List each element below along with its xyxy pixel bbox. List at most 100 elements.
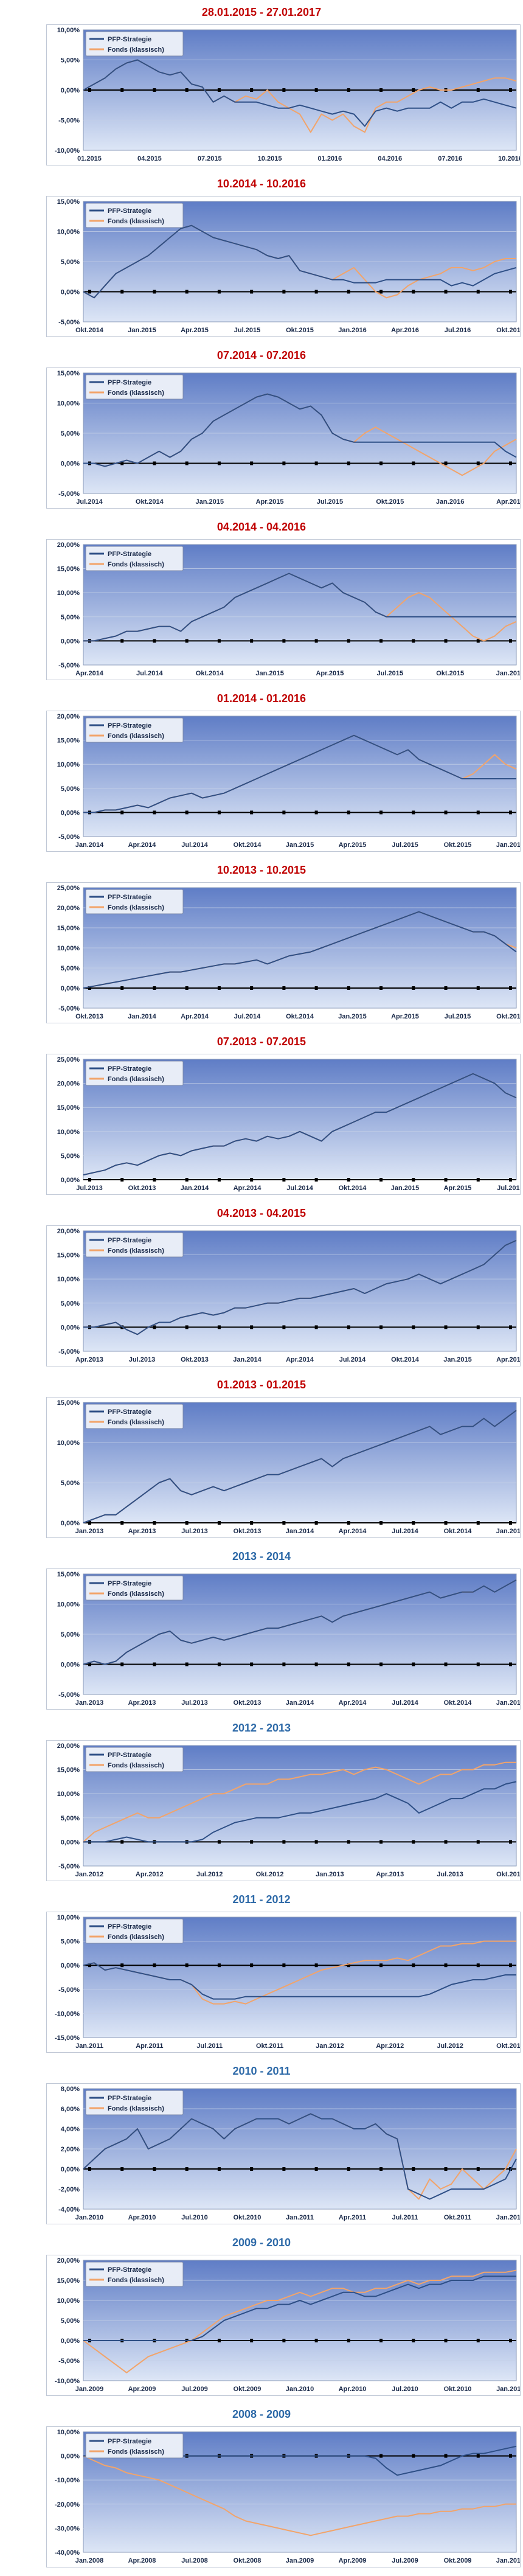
zero-line-marker	[217, 1840, 221, 1844]
x-tick-label: Apr.2016	[391, 327, 419, 334]
y-tick-label: 15,00%	[57, 198, 80, 206]
x-tick-label: Apr.2015	[339, 841, 367, 849]
y-tick-label: 10,00%	[57, 2297, 80, 2305]
zero-line-marker	[217, 986, 221, 990]
y-tick-label: -5,00%	[58, 662, 80, 669]
x-tick-label: Jan.2011	[286, 2214, 314, 2221]
x-tick-label: Jul.2009	[392, 2557, 418, 2564]
y-tick-label: 15,00%	[57, 1252, 80, 1259]
chart-panel: 04.2014 - 04.2016 20,00% 15,00% 10,00% 5,00%…	[0, 517, 523, 689]
y-tick-label: 20,00%	[57, 1081, 80, 1088]
x-tick-label: Jan.2009	[75, 2386, 103, 2393]
y-tick-label: 10,00%	[57, 1439, 80, 1447]
zero-line-marker	[250, 1662, 254, 1666]
zero-line-marker	[412, 2339, 415, 2342]
legend-label: Fonds (klassisch)	[108, 1762, 164, 1769]
zero-line-marker	[412, 1178, 415, 1182]
zero-line-marker	[379, 1521, 383, 1525]
zero-line-marker	[379, 1178, 383, 1182]
zero-line-marker	[120, 1963, 124, 1968]
legend-box	[85, 1404, 184, 1429]
x-tick-label: Okt.2010	[234, 2214, 262, 2221]
x-tick-label: Okt.2013	[234, 1528, 262, 1535]
zero-line-marker	[153, 290, 156, 294]
y-tick-label: -30,00%	[55, 2525, 80, 2532]
series-line-pfp	[83, 1073, 517, 1176]
zero-line-marker	[120, 1178, 124, 1182]
zero-line-marker	[217, 1521, 221, 1525]
chart-area: 20,00% 15,00% 10,00% 5,00% 0,00% -5,00% Jan.20…	[46, 711, 521, 852]
x-tick-label: Okt.2009	[444, 2557, 472, 2564]
legend-label: Fonds (klassisch)	[108, 2105, 164, 2112]
series-line-pfp	[83, 1962, 516, 2000]
y-tick-label: 5,00%	[61, 785, 80, 793]
x-tick-label: Jul.2014	[136, 670, 163, 677]
zero-line-marker	[153, 88, 156, 92]
zero-line-marker	[314, 1521, 318, 1525]
zero-line-marker	[314, 986, 318, 990]
y-tick-label: -5,00%	[58, 319, 80, 326]
zero-line-marker	[347, 1325, 350, 1329]
zero-line-marker	[379, 2339, 383, 2342]
y-tick-label: 5,00%	[61, 430, 80, 437]
zero-line-marker	[379, 639, 383, 643]
chart-svg: 20,00%15,00%10,00%5,00%0,00%-5,00%Jan.20…	[57, 713, 520, 849]
zero-line-marker	[217, 1178, 221, 1182]
x-tick-label: Okt.2012	[256, 1871, 284, 1878]
x-tick-label: Jan.2015	[286, 841, 314, 849]
legend-label: PFP-Strategie	[108, 1923, 151, 1930]
zero-line-marker	[347, 1521, 350, 1525]
x-tick-label: Okt.2013	[496, 1871, 520, 1878]
zero-line-marker	[444, 1325, 448, 1329]
x-tick-label: Jan.2015	[255, 670, 283, 677]
x-tick-label: Okt.2011	[256, 2042, 283, 2050]
zero-line-marker	[412, 1963, 415, 1968]
legend-label: PFP-Strategie	[108, 379, 151, 386]
zero-line-marker	[250, 1521, 254, 1525]
x-tick-label: Jul.2013	[181, 1528, 207, 1535]
x-tick-label: Okt.2014	[196, 670, 224, 677]
zero-line-marker	[379, 2167, 383, 2171]
x-tick-label: Jan.2014	[286, 1528, 314, 1535]
zero-line-marker	[217, 1662, 221, 1666]
x-tick-label: Jan.2014	[286, 1699, 314, 1707]
zero-line-marker	[444, 1178, 448, 1182]
zero-line-marker	[379, 1325, 383, 1329]
y-tick-label: 5,00%	[61, 1480, 80, 1487]
zero-line-marker	[444, 1963, 448, 1968]
zero-line-marker	[314, 2339, 318, 2342]
x-tick-label: Jan.2012	[75, 1871, 103, 1878]
zero-line-marker	[88, 1521, 91, 1525]
chart-area: 25,00% 20,00% 15,00% 10,00% 5,00% 0,00% Jul.20…	[46, 1054, 521, 1195]
x-tick-label: Apr.2013	[128, 1699, 156, 1707]
x-tick-label: Jul.2012	[196, 1871, 223, 1878]
zero-line-marker	[250, 461, 254, 465]
legend-box	[85, 717, 184, 743]
zero-line-marker	[444, 1840, 448, 1844]
y-tick-label: 10,00%	[57, 229, 80, 236]
y-tick-label: 20,00%	[57, 1742, 80, 1750]
zero-line-marker	[153, 1662, 156, 1666]
x-tick-label: Apr.2013	[376, 1871, 404, 1878]
y-tick-label: 0,00%	[61, 1839, 80, 1846]
x-tick-label: 04.2015	[137, 155, 162, 162]
legend-box	[85, 2261, 184, 2287]
zero-line-marker	[120, 810, 124, 815]
zero-line-marker	[314, 1325, 318, 1329]
zero-line-marker	[250, 1325, 254, 1329]
zero-line-marker	[217, 2339, 221, 2342]
zero-line-marker	[509, 1840, 512, 1844]
x-tick-label: Jan.2016	[436, 498, 464, 506]
y-tick-label: 15,00%	[57, 737, 80, 745]
y-tick-label: 0,00%	[61, 809, 80, 816]
x-tick-label: Jul.2013	[76, 1185, 102, 1192]
series-line-pfp	[83, 1579, 517, 1665]
x-tick-label: Okt.2011	[444, 2214, 471, 2221]
chart-title: 04.2014 - 04.2016	[216, 521, 307, 533]
zero-line-marker	[185, 1963, 189, 1968]
x-tick-label: Jan.2016	[338, 327, 366, 334]
y-tick-label: 15,00%	[57, 370, 80, 377]
chart-title: 2008 - 2009	[232, 2408, 291, 2420]
x-tick-label: Apr.2009	[128, 2386, 156, 2393]
